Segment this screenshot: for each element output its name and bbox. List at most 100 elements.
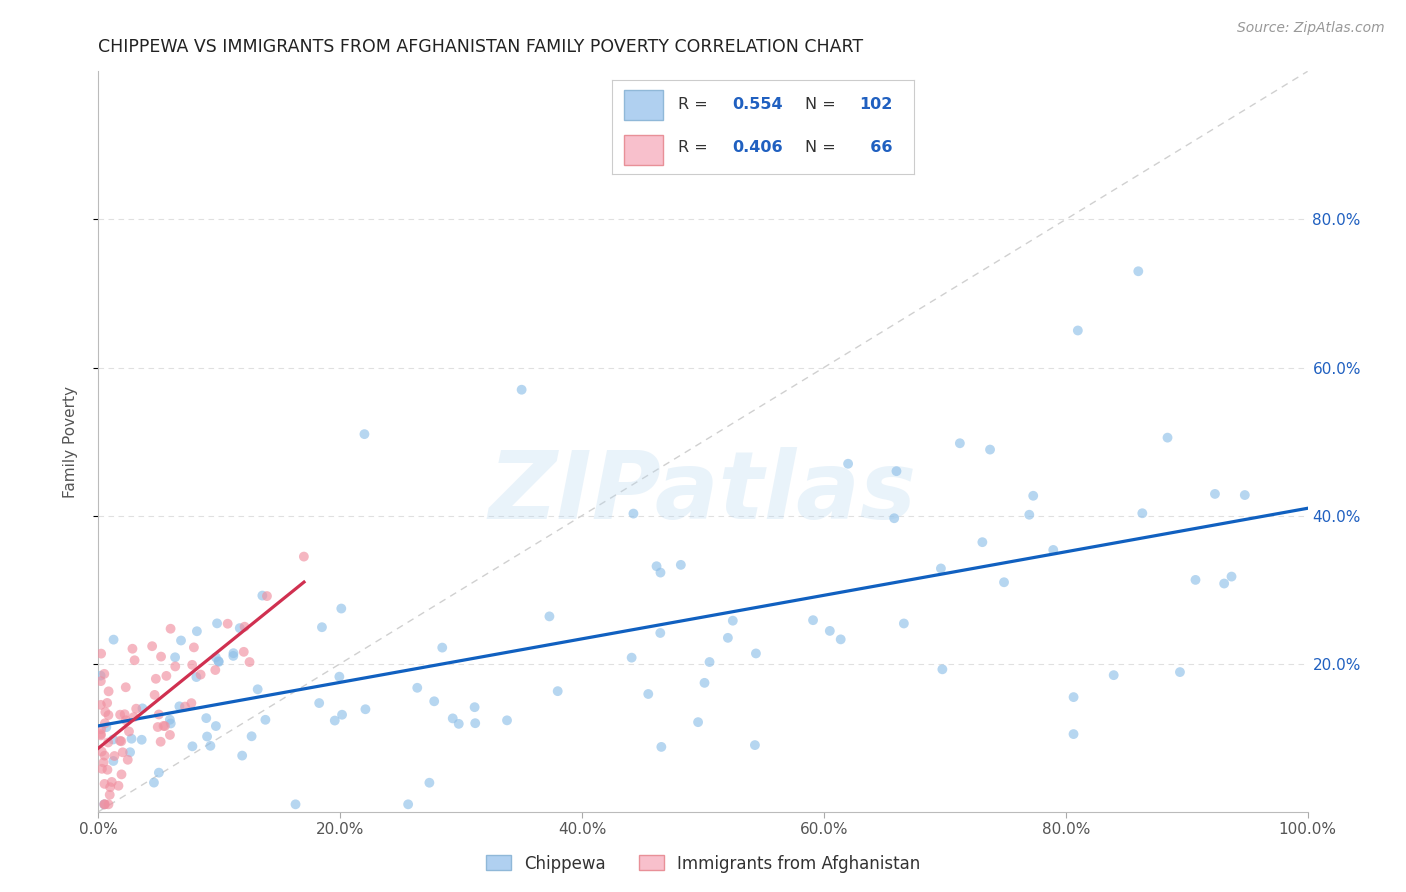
Point xyxy=(170,633,193,648)
Point xyxy=(90,647,112,661)
Point xyxy=(94,716,117,731)
Point xyxy=(90,698,112,712)
Point xyxy=(107,779,129,793)
Point xyxy=(165,659,187,673)
Point xyxy=(121,731,143,746)
Point xyxy=(96,720,118,734)
Point xyxy=(108,733,131,747)
Point xyxy=(169,699,191,714)
Point xyxy=(1067,324,1090,338)
Point xyxy=(330,601,353,615)
Point xyxy=(650,626,672,640)
Text: CHIPPEWA VS IMMIGRANTS FROM AFGHANISTAN FAMILY POVERTY CORRELATION CHART: CHIPPEWA VS IMMIGRANTS FROM AFGHANISTAN … xyxy=(98,38,863,56)
Point xyxy=(96,696,118,710)
Point xyxy=(650,739,672,754)
Point xyxy=(1204,487,1226,501)
Point xyxy=(205,719,228,733)
Point xyxy=(801,613,824,627)
Point xyxy=(145,672,167,686)
Point xyxy=(190,667,212,681)
Point xyxy=(114,707,136,722)
Point xyxy=(252,589,274,603)
Point xyxy=(150,649,173,664)
Point xyxy=(441,711,464,725)
Point xyxy=(93,797,115,812)
Point xyxy=(101,732,124,747)
Point xyxy=(97,797,120,812)
Point xyxy=(330,707,353,722)
Point xyxy=(125,702,148,716)
Point xyxy=(142,775,165,789)
Point xyxy=(256,589,278,603)
Point xyxy=(229,621,252,635)
Point xyxy=(153,719,176,733)
Point xyxy=(1128,264,1150,278)
Point xyxy=(90,674,112,689)
Point xyxy=(745,647,768,661)
Text: R =: R = xyxy=(678,140,713,155)
Point xyxy=(114,713,136,727)
Point xyxy=(1022,489,1045,503)
Point xyxy=(159,716,181,731)
Point xyxy=(1102,668,1125,682)
Point xyxy=(98,780,121,794)
Point xyxy=(94,797,117,812)
Point xyxy=(165,650,187,665)
Point xyxy=(108,707,131,722)
Point xyxy=(93,748,115,763)
Point xyxy=(233,620,256,634)
Point xyxy=(232,645,254,659)
Text: ZIPatlas: ZIPatlas xyxy=(489,448,917,540)
Point xyxy=(159,713,181,727)
Point xyxy=(195,730,218,744)
Y-axis label: Family Poverty: Family Poverty xyxy=(63,385,77,498)
Point xyxy=(159,622,181,636)
Point xyxy=(222,648,245,663)
Point xyxy=(547,684,569,698)
Point xyxy=(186,670,208,684)
Point xyxy=(110,734,132,748)
Point xyxy=(93,666,115,681)
Text: 0.406: 0.406 xyxy=(733,140,783,155)
Point xyxy=(292,549,315,564)
Legend: Chippewa, Immigrants from Afghanistan: Chippewa, Immigrants from Afghanistan xyxy=(479,848,927,880)
Point xyxy=(284,797,307,812)
Point xyxy=(174,699,197,714)
Point xyxy=(93,756,115,770)
Point xyxy=(217,616,239,631)
Point xyxy=(195,711,218,725)
Point xyxy=(893,616,915,631)
Point xyxy=(645,559,668,574)
Point xyxy=(637,687,659,701)
Text: 102: 102 xyxy=(859,97,893,112)
Point xyxy=(205,616,228,631)
Point xyxy=(155,669,177,683)
Point xyxy=(103,632,125,647)
Point xyxy=(93,797,115,812)
Point xyxy=(231,748,253,763)
Point xyxy=(143,688,166,702)
Point xyxy=(623,507,645,521)
Point xyxy=(111,745,134,759)
Point xyxy=(1156,431,1178,445)
Point xyxy=(993,575,1015,590)
Point xyxy=(100,775,122,789)
Point xyxy=(432,640,454,655)
Point xyxy=(208,655,231,669)
Point xyxy=(122,710,145,724)
Text: R =: R = xyxy=(678,97,713,112)
Point xyxy=(159,728,181,742)
Point xyxy=(222,646,245,660)
Point xyxy=(183,640,205,655)
Point xyxy=(97,708,120,723)
Point xyxy=(180,696,202,710)
Point xyxy=(328,670,350,684)
Point xyxy=(1130,506,1153,520)
Point xyxy=(1063,690,1085,705)
Point xyxy=(152,719,174,733)
Point xyxy=(254,713,277,727)
FancyBboxPatch shape xyxy=(624,89,664,120)
Point xyxy=(94,705,117,719)
Point xyxy=(1018,508,1040,522)
Point xyxy=(148,707,170,722)
